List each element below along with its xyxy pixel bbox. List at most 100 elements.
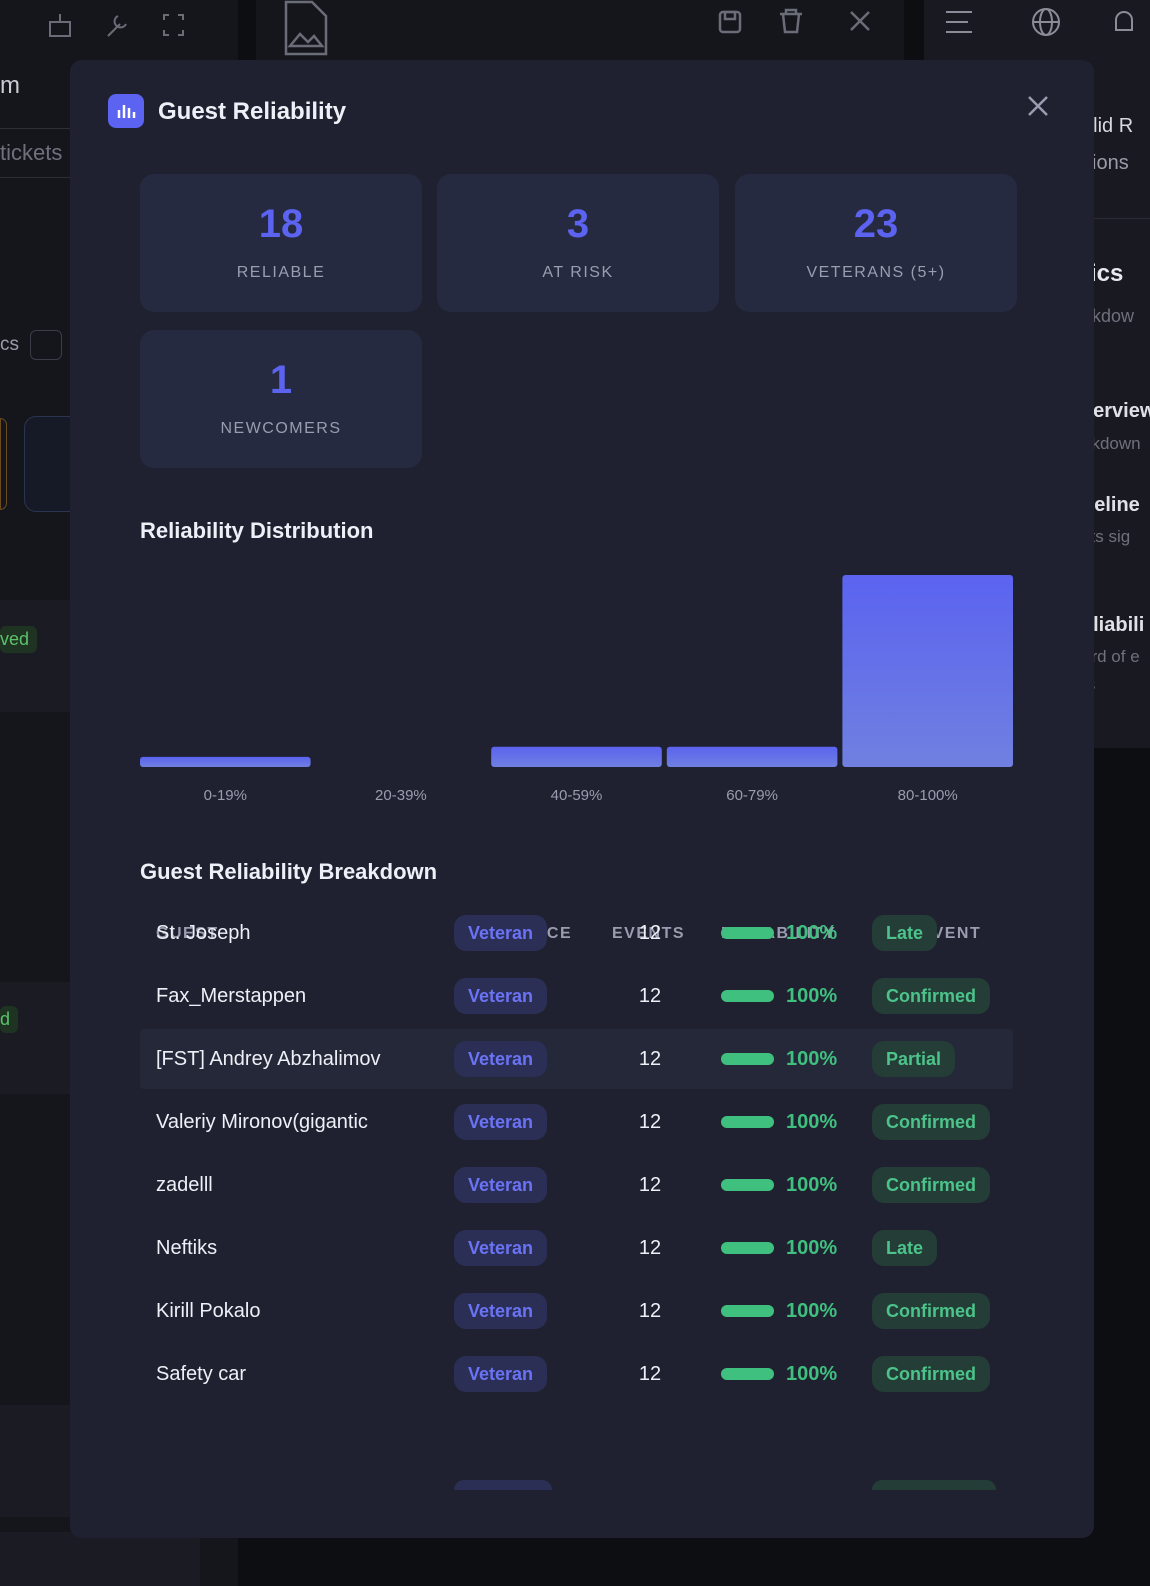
stat-value: 18 xyxy=(258,202,304,246)
row-peek xyxy=(872,1480,996,1490)
reliability-bar xyxy=(721,1368,774,1380)
status-badge: Confirmed xyxy=(872,978,990,1014)
guest-name: Neftiks xyxy=(156,1237,218,1259)
events-count: 12 xyxy=(638,1237,662,1259)
events-count: 12 xyxy=(638,985,662,1007)
stat-card: 1 NEWCOMERS xyxy=(140,330,422,468)
fragment-text: akdown xyxy=(1082,434,1141,453)
bar xyxy=(842,575,1013,767)
experience-badge: Veteran xyxy=(454,915,548,951)
experience-badge: Veteran xyxy=(454,978,548,1014)
events-count: 12 xyxy=(638,1048,662,1070)
x-tick-label: 40-59% xyxy=(551,787,603,804)
reliability-bar xyxy=(721,990,774,1002)
fragment-text: sts sig xyxy=(1082,527,1131,546)
table-title: Guest Reliability Breakdown xyxy=(140,859,438,884)
guest-name: Valeriy Mironov(gigantic xyxy=(156,1111,368,1133)
stat-card: 3 AT RISK xyxy=(437,174,719,312)
reliability-label: 100% xyxy=(786,1048,838,1070)
events-count: 12 xyxy=(638,1174,662,1196)
bar xyxy=(140,756,311,767)
reliability-bar xyxy=(721,1116,774,1128)
toolbar-icons xyxy=(284,0,870,56)
reliability-label: 100% xyxy=(786,1111,838,1133)
card xyxy=(0,418,7,510)
stat-value: 1 xyxy=(269,358,293,402)
guest-name: Kirill Pokalo xyxy=(156,1300,261,1322)
experience-badge: Veteran xyxy=(454,1356,548,1392)
fragment-text: d xyxy=(0,1006,19,1033)
fragment-text: alid R xyxy=(1082,115,1134,137)
fragment-text: ord of e xyxy=(1082,647,1140,666)
reliability-bar xyxy=(721,1053,774,1065)
stat-label: VETERANS (5+) xyxy=(806,264,946,281)
stat-label: AT RISK xyxy=(542,264,614,281)
fragment-text: eliabili xyxy=(1082,614,1145,636)
guest-name: Safety car xyxy=(156,1363,247,1385)
stat-card: 23 VETERANS (5+) xyxy=(735,174,1017,312)
reliability-label: 100% xyxy=(786,1174,838,1196)
x-tick-label: 60-79% xyxy=(726,787,778,804)
reliability-label: 100% xyxy=(786,1237,838,1259)
stat-label: NEWCOMERS xyxy=(220,420,342,437)
stat-value: 3 xyxy=(566,202,590,246)
reliability-label: 100% xyxy=(786,985,838,1007)
toolbar-icons xyxy=(946,8,1133,36)
list-item xyxy=(0,1532,200,1586)
reliability-bar xyxy=(721,927,774,939)
modal-icon xyxy=(108,94,144,128)
chart-icon xyxy=(117,105,136,118)
close-button[interactable] xyxy=(1026,94,1050,118)
modal-title: Guest Reliability xyxy=(158,98,347,125)
reliability-bar xyxy=(721,1305,774,1317)
x-tick-label: 20-39% xyxy=(375,787,427,804)
reliability-label: 100% xyxy=(786,1300,838,1322)
status-badge: Partial xyxy=(872,1041,956,1077)
table: GUESTEXPERIENCEEVENTSRELIABILITYTHIS EVE… xyxy=(70,60,1094,1538)
events-count: 12 xyxy=(638,1363,662,1385)
x-tick-label: 0-19% xyxy=(204,787,247,804)
guest-name: zadelll xyxy=(156,1174,213,1196)
events-count: 12 xyxy=(638,1300,662,1322)
modal: Guest Reliability Reliability Distributi… xyxy=(70,60,1094,1538)
status-badge: Confirmed xyxy=(872,1356,990,1392)
editor-toolbar xyxy=(256,0,904,60)
fragment-text: cs xyxy=(0,334,19,355)
events-count: 12 xyxy=(638,922,662,944)
stat-value: 23 xyxy=(853,202,899,246)
toolbar-icons xyxy=(49,14,184,37)
x-tick-label: 80-100% xyxy=(898,787,958,804)
fragment-text: verview xyxy=(1082,400,1150,422)
row-highlight xyxy=(140,1029,1013,1089)
fragment-text: tickets xyxy=(0,140,63,165)
dropdown-button[interactable] xyxy=(30,330,62,360)
experience-badge: Veteran xyxy=(454,1293,548,1329)
stat-card: 18 RELIABLE xyxy=(140,174,422,312)
chart-title: Reliability Distribution xyxy=(140,518,374,543)
fragment-text: akdow xyxy=(1082,306,1135,326)
chart: 0-19% 20-39% 40-59% 60-79% 80-100% xyxy=(140,575,1013,804)
status-badge: Late xyxy=(872,1230,938,1266)
reliability-label: 100% xyxy=(786,922,838,944)
row-peek xyxy=(454,1480,552,1490)
status-badge: Confirmed xyxy=(872,1104,990,1140)
fragment-text: ved xyxy=(0,626,38,653)
guest-name: St. Joseph xyxy=(156,922,251,944)
fragment-text: m xyxy=(0,72,20,99)
column-header: GUEST xyxy=(156,925,219,942)
fragment-text: neline xyxy=(1082,494,1140,516)
reliability-label: 100% xyxy=(786,1363,838,1385)
guest-name: Fax_Merstappen xyxy=(156,985,307,1007)
experience-badge: Veteran xyxy=(454,1167,548,1203)
guest-name: [FST] Andrey Abzhalimov xyxy=(156,1048,381,1070)
experience-badge: Veteran xyxy=(454,1041,548,1077)
status-badge: Confirmed xyxy=(872,1293,990,1329)
experience-badge: Veteran xyxy=(454,1230,548,1266)
reliability-bar xyxy=(721,1179,774,1191)
stat-label: RELIABLE xyxy=(236,264,326,281)
bar xyxy=(666,746,838,767)
events-count: 12 xyxy=(638,1111,662,1133)
reliability-bar xyxy=(721,1242,774,1254)
status-badge: Late xyxy=(872,915,938,951)
